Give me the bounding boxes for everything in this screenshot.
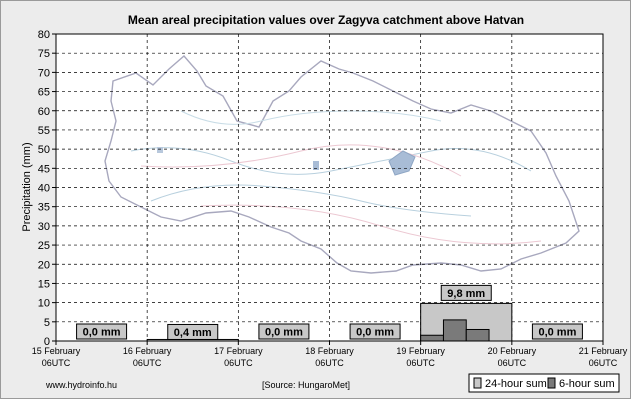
lake-shape [157, 147, 163, 153]
bars [146, 302, 513, 342]
y-tick-label: 25 [38, 240, 50, 252]
x-tick-date: 17 February [214, 346, 263, 356]
x-tick-time: 06UTC [42, 358, 71, 368]
axes [52, 33, 604, 345]
footer-website[interactable]: www.hydroinfo.hu [45, 380, 117, 390]
legend-label-24h: 24-hour sum [485, 378, 547, 390]
value-label: 0,0 mm [538, 327, 576, 339]
river-line [130, 147, 532, 175]
value-label: 0,0 mm [356, 327, 394, 339]
legend-swatch-6h [547, 377, 556, 389]
y-tick-label: 55 [38, 125, 50, 137]
x-tick-time: 06UTC [133, 358, 162, 368]
x-tick-time: 06UTC [224, 358, 253, 368]
road-line [140, 144, 462, 177]
y-tick-label: 65 [38, 87, 50, 99]
footer-source: [Source: HungaroMet] [262, 380, 350, 390]
lake-shape [313, 161, 319, 170]
y-tick-label: 75 [38, 48, 50, 60]
y-tick-label: 5 [44, 317, 50, 329]
lake-shape [388, 150, 416, 176]
x-tick-time: 06UTC [498, 358, 527, 368]
y-tick-label: 20 [38, 259, 50, 271]
value-label-box [440, 284, 492, 301]
y-tick-label: 0 [44, 336, 50, 348]
grid-lines [56, 34, 603, 341]
legend-label-6h: 6-hour sum [559, 378, 615, 390]
catchment-outline [104, 55, 580, 274]
x-tick-time: 06UTC [589, 358, 618, 368]
x-tick-labels: 15 February 06UTC 16 February 06UTC 17 Febru… [32, 346, 628, 368]
value-label-box [167, 323, 219, 340]
x-tick-date: 20 February [488, 346, 537, 356]
bar-6h [465, 328, 490, 342]
value-label-box [258, 323, 310, 340]
value-label: 9,8 mm [447, 288, 485, 300]
river-line [180, 110, 442, 125]
value-label: 0,4 mm [174, 327, 212, 339]
legend-box [468, 373, 620, 393]
river-line [150, 184, 472, 217]
y-tick-label: 80 [38, 29, 50, 41]
legend: 24-hour sum 6-hour sum [468, 373, 620, 393]
value-label-box [76, 323, 128, 340]
bar-6h [420, 334, 444, 342]
value-label: 0,0 mm [265, 327, 303, 339]
y-tick-label: 50 [38, 144, 50, 156]
value-labels: 0,0 mm 0,4 mm 0,0 mm 0,0 mm 9,8 mm 0,0 mm [76, 284, 583, 340]
value-label-box [531, 323, 583, 340]
value-label: 0,0 mm [83, 327, 121, 339]
y-tick-label: 70 [38, 67, 50, 79]
x-tick-date: 21 February [579, 346, 628, 356]
y-tick-label: 40 [38, 183, 50, 195]
x-tick-time: 06UTC [406, 358, 435, 368]
x-tick-date: 19 February [396, 346, 445, 356]
x-tick-date: 16 February [123, 346, 172, 356]
legend-swatch-24h [473, 377, 482, 389]
y-axis-label: Precipitation (mm) [21, 142, 33, 231]
value-label-box [349, 323, 401, 340]
x-tick-date: 18 February [305, 346, 354, 356]
bar-6h [442, 319, 467, 342]
y-tick-label: 10 [38, 298, 50, 310]
chart-title: Mean areal precipitation values over Zag… [128, 13, 524, 27]
y-tick-label: 15 [38, 278, 50, 290]
y-tick-label: 35 [38, 202, 50, 214]
y-tick-label: 30 [38, 221, 50, 233]
y-tick-label: 45 [38, 163, 50, 175]
y-tick-labels: 0 5 10 15 20 25 30 35 40 45 50 55 60 65 70 75 80 [38, 29, 50, 348]
x-tick-date: 15 February [32, 346, 81, 356]
x-tick-time: 06UTC [315, 358, 344, 368]
y-tick-label: 60 [38, 106, 50, 118]
